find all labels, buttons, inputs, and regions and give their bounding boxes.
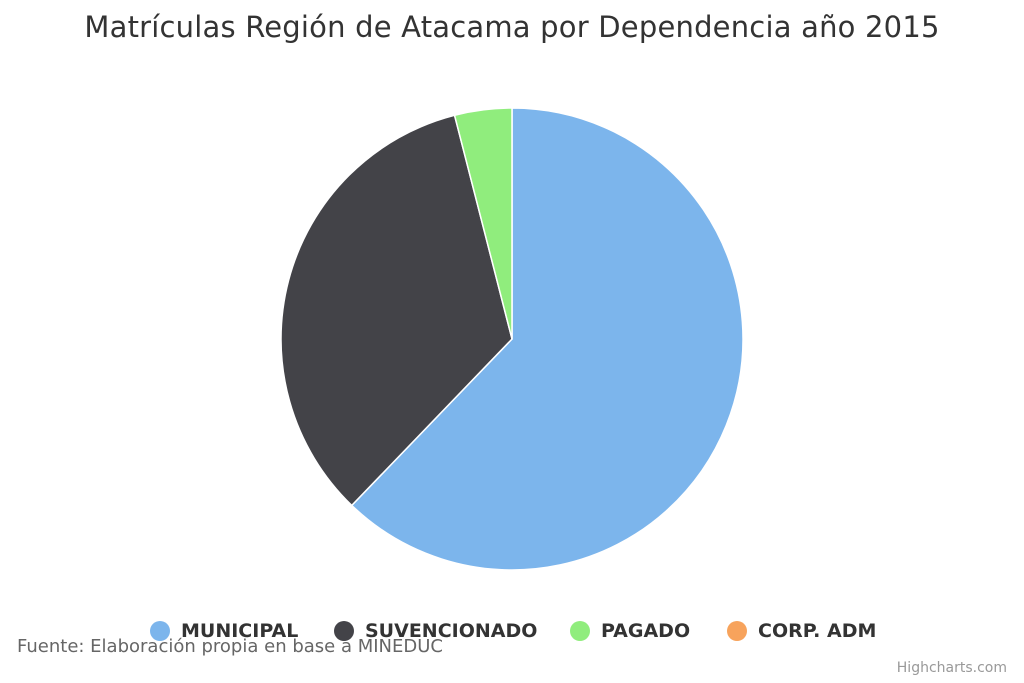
pie-slice-municipal[interactable]: [351, 107, 744, 571]
legend-marker-corp-adm: [727, 621, 747, 641]
legend-item-pagado[interactable]: PAGADO: [570, 617, 690, 645]
chart-title: Matrículas Región de Atacama por Depende…: [84, 10, 940, 44]
legend: MUNICIPAL SUVENCIONADO PAGADO CORP. ADM: [0, 617, 1024, 647]
legend-label-corp-adm: CORP. ADM: [758, 620, 877, 642]
legend-label-pagado: PAGADO: [601, 620, 691, 642]
legend-item-corp-adm[interactable]: CORP. ADM: [727, 617, 876, 645]
legend-marker-pagado: [570, 621, 590, 641]
pie-slices: [280, 107, 744, 571]
legend-label-suvencionado: SUVENCIONADO: [365, 620, 538, 642]
legend-marker-suvencionado: [334, 621, 354, 641]
legend-item-municipal[interactable]: MUNICIPAL: [150, 617, 298, 645]
legend-item-suvencionado[interactable]: SUVENCIONADO: [334, 617, 537, 645]
pie-slice-suvencionado[interactable]: [280, 114, 513, 507]
pie-slice-pagado[interactable]: [453, 107, 513, 340]
legend-label-municipal: MUNICIPAL: [181, 620, 299, 642]
legend-marker-municipal: [150, 621, 170, 641]
chart-caption: Fuente: Elaboración propia en base a MIN…: [17, 636, 443, 657]
credits-link[interactable]: Highcharts.com: [896, 660, 1007, 676]
